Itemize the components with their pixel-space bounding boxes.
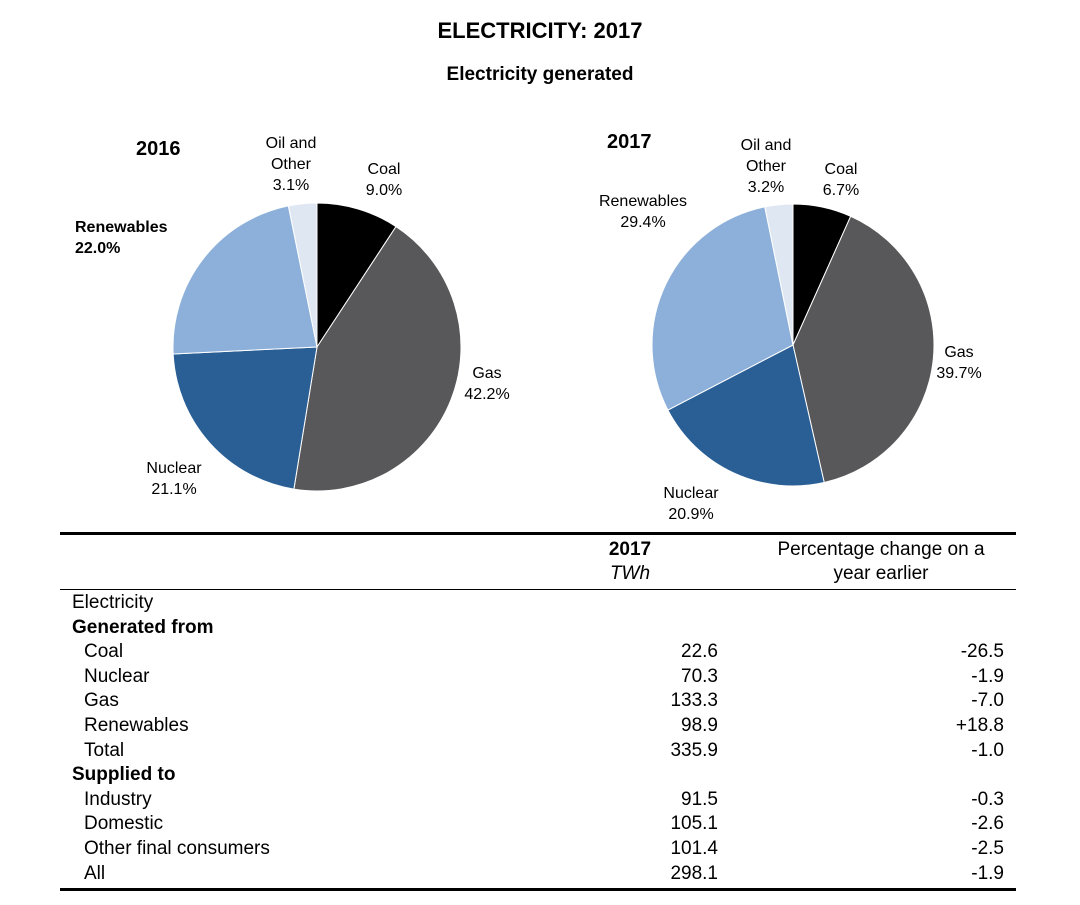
table-header-rule <box>60 589 1016 590</box>
row-twh: 298.1 <box>670 862 718 884</box>
table-row: Domestic 105.1 -2.6 <box>60 812 1016 837</box>
row-label: Gas <box>84 690 119 712</box>
pie-2016-title: 2016 <box>136 138 181 160</box>
table-row: Renewables 98.9 +18.8 <box>60 714 1016 739</box>
table-bottom-rule <box>60 888 1016 891</box>
table-row: Coal 22.6 -26.5 <box>60 640 1016 665</box>
label-2017-nuclear: Nuclear 20.9% <box>663 485 719 523</box>
label-2016-coal: Coal 9.0% <box>365 161 403 199</box>
table-row: Nuclear 70.3 -1.9 <box>60 665 1016 690</box>
table-row: Industry 91.5 -0.3 <box>60 788 1016 813</box>
table-row: Supplied to <box>60 763 1016 788</box>
pie-chart-2016 <box>172 202 462 492</box>
label-2017-gas: Gas 39.7% <box>936 344 982 382</box>
row-label: Renewables <box>84 714 189 736</box>
row-twh: 105.1 <box>670 813 718 835</box>
table-row: Electricity <box>60 591 1016 616</box>
row-label: Electricity <box>72 592 154 613</box>
label-2016-oil: Oil and Other 3.1% <box>265 135 317 194</box>
row-label: Coal <box>84 641 124 663</box>
row-change: -2.6 <box>971 813 1004 835</box>
row-twh: 70.3 <box>681 665 718 687</box>
row-label: Other final consumers <box>84 837 270 859</box>
pie-slice-renewables <box>651 206 794 411</box>
pie-slice-gas <box>792 215 935 484</box>
table-row: Other final consumers 101.4 -2.5 <box>60 837 1016 862</box>
pie-slice-nuclear <box>667 344 825 487</box>
table-row: All 298.1 -1.9 <box>60 862 1016 887</box>
row-label: Supplied to <box>72 764 176 786</box>
row-change: +18.8 <box>955 714 1004 736</box>
row-change: -0.3 <box>971 788 1004 810</box>
row-change: -1.9 <box>971 862 1004 884</box>
row-label: Industry <box>84 788 152 810</box>
table-header-change: Percentage change on a year earlier <box>777 539 985 584</box>
pie-2017-title: 2017 <box>607 131 652 153</box>
label-2017-coal: Coal 6.7% <box>822 161 860 199</box>
row-label: Nuclear <box>84 665 150 687</box>
table-top-rule <box>60 532 1016 535</box>
row-twh: 22.6 <box>681 641 718 663</box>
electricity-table: 2017 TWh Percentage change on a year ear… <box>60 532 1016 892</box>
row-label: Domestic <box>84 813 164 835</box>
pie-slice-renewables <box>172 205 318 355</box>
page-title: ELECTRICITY: 2017 <box>437 18 643 43</box>
row-twh: 101.4 <box>670 837 718 859</box>
row-label: Total <box>84 739 125 761</box>
label-2016-renewables: Renewables 22.0% <box>75 219 168 257</box>
row-twh: 91.5 <box>681 788 718 810</box>
pie-slice-coal <box>316 202 397 349</box>
pie-chart-2017 <box>651 203 935 487</box>
table-row: Generated from <box>60 616 1016 641</box>
row-change: -26.5 <box>960 641 1004 663</box>
row-twh: 98.9 <box>681 714 718 736</box>
row-label: Generated from <box>72 616 214 638</box>
row-twh: 335.9 <box>670 739 718 761</box>
row-change: -2.5 <box>971 837 1004 859</box>
chart-subtitle: Electricity generated <box>446 64 634 85</box>
pie-slice-oil-and-other <box>287 202 318 348</box>
table-row: Total 335.9 -1.0 <box>60 739 1016 764</box>
label-2016-gas: Gas 42.2% <box>464 365 510 403</box>
pie-slice-gas <box>293 225 462 492</box>
label-2016-nuclear: Nuclear 21.1% <box>146 460 202 498</box>
row-change: -1.9 <box>971 665 1004 687</box>
label-2017-oil: Oil and Other 3.2% <box>740 137 792 196</box>
row-change: -1.0 <box>971 739 1004 761</box>
row-change: -7.0 <box>971 690 1004 712</box>
pie-slice-nuclear <box>172 346 318 490</box>
row-twh: 133.3 <box>670 690 718 712</box>
pie-slice-oil-and-other <box>764 203 794 346</box>
label-2017-renewables: Renewables 29.4% <box>598 193 688 231</box>
table-body: Electricity Generated from Coal 22.6 -26.5 Nu… <box>60 591 1016 886</box>
table-header-twh: 2017 TWh <box>608 539 652 584</box>
row-label: All <box>84 862 106 884</box>
table-row: Gas 133.3 -7.0 <box>60 689 1016 714</box>
